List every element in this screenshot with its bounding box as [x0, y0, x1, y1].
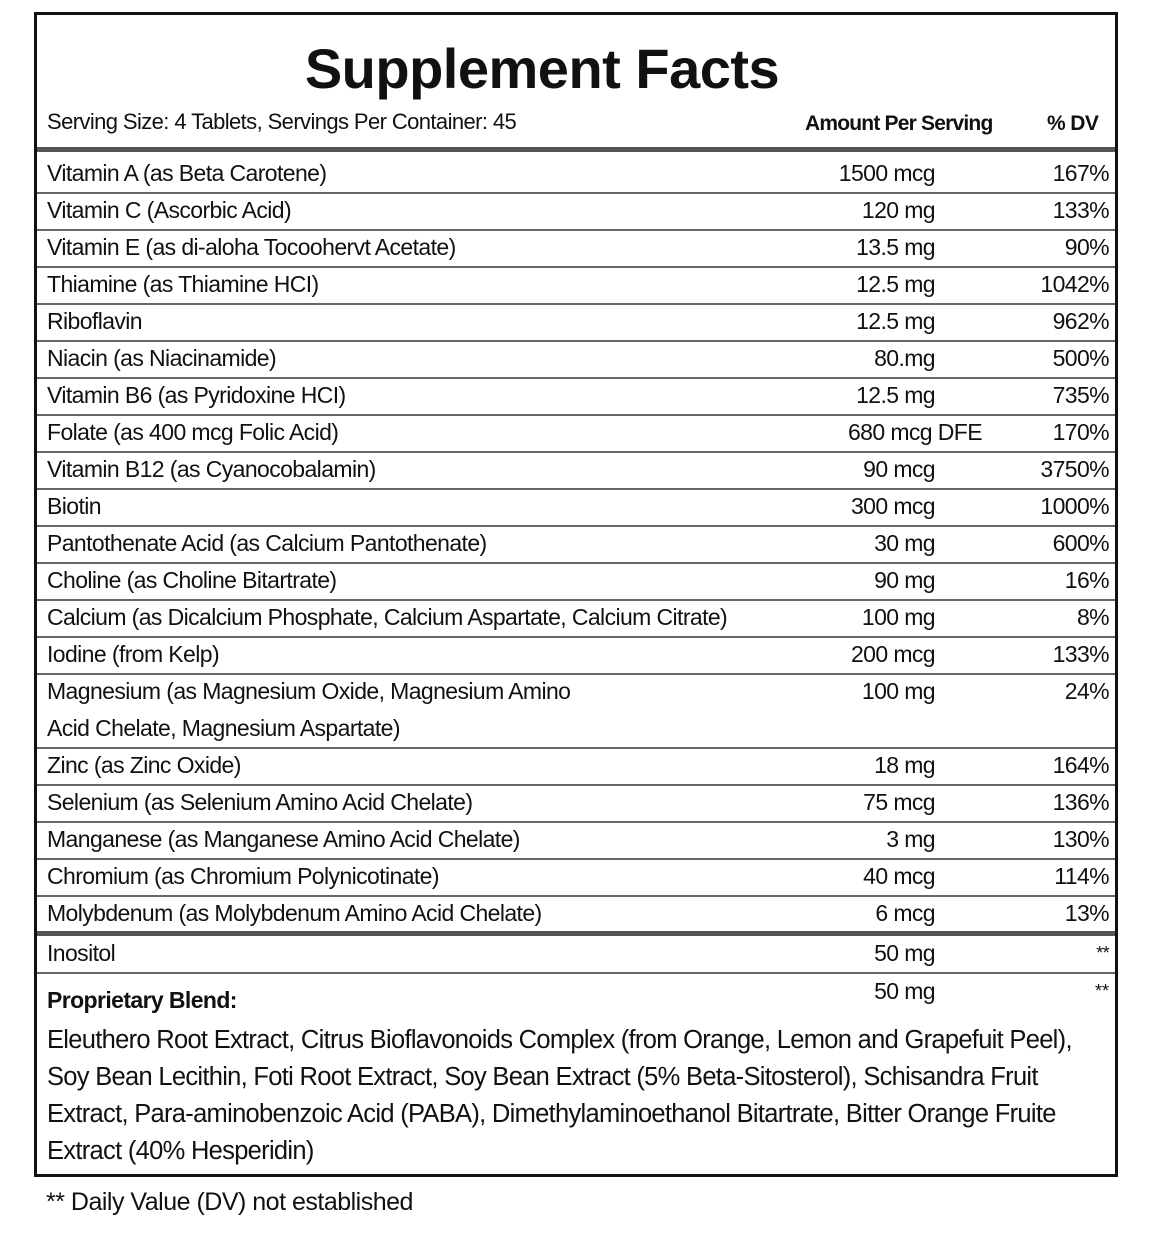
nutrient-amount: 18 mg	[874, 752, 936, 778]
row-divider	[37, 414, 1115, 416]
row-divider	[37, 451, 1115, 453]
nutrient-dv: 130%	[1052, 826, 1110, 852]
nutrient-amount: 12.5 mg	[856, 271, 936, 297]
row-divider	[37, 303, 1115, 305]
row-divider	[37, 895, 1115, 897]
nutrient-amount: 200 mcg	[850, 641, 936, 667]
nutrient-name: Folate (as 400 mcg Folic Acid)	[47, 419, 339, 445]
nutrient-name-line2: Acid Chelate, Magnesium Aspartate)	[47, 715, 401, 741]
blend-ingredients: Eleuthero Root Extract, Citrus Bioflavon…	[47, 1026, 1073, 1165]
nutrient-dv: **	[1096, 943, 1109, 963]
nutrient-amount: 80.mg	[874, 345, 936, 371]
nutrient-dv: 114%	[1054, 863, 1109, 889]
nutrient-name: Vitamin C (Ascorbic Acid)	[47, 197, 292, 223]
nutrient-amount: 30 mg	[874, 530, 936, 556]
blend-amount: 50 mg	[874, 978, 936, 1004]
nutrient-name: Vitamin B12 (as Cyanocobalamin)	[47, 456, 376, 482]
nutrient-dv: 133%	[1052, 641, 1110, 667]
supplement-facts-panel: Supplement Facts Serving Size: 4 Tablets…	[34, 12, 1118, 1177]
row-divider	[37, 192, 1115, 194]
nutrient-name: Riboflavin	[47, 308, 143, 334]
row-divider	[37, 821, 1115, 823]
nutrient-dv: 90%	[1064, 234, 1110, 260]
nutrient-name: Manganese (as Manganese Amino Acid Chela…	[47, 826, 520, 852]
nutrient-name: Inositol	[47, 940, 116, 966]
nutrient-amount: 75 mcg	[863, 789, 935, 815]
serving-info: Serving Size: 4 Tablets, Servings Per Co…	[47, 109, 517, 134]
nutrient-dv: 962%	[1052, 308, 1110, 334]
nutrient-name: Chromium (as Chromium Polynicotinate)	[47, 863, 440, 889]
dv-column-header: % DV	[1047, 112, 1099, 135]
nutrient-dv: 1000%	[1040, 493, 1109, 519]
nutrient-dv: 133%	[1052, 197, 1110, 223]
panel-title: Supplement Facts	[304, 37, 780, 100]
nutrient-dv: 164%	[1052, 752, 1110, 778]
nutrient-dv: 735%	[1052, 382, 1110, 408]
row-divider	[37, 340, 1115, 342]
row-divider	[37, 266, 1115, 268]
row-divider	[37, 747, 1115, 749]
nutrient-dv: 136%	[1052, 789, 1110, 815]
nutrient-dv: 500%	[1052, 345, 1110, 371]
header-divider	[37, 147, 1115, 152]
nutrient-amount: 12.5 mg	[856, 308, 936, 334]
footnote: ** Daily Value (DV) not established	[46, 1188, 413, 1216]
nutrient-name: Calcium (as Dicalcium Phosphate, Calcium…	[47, 604, 728, 630]
nutrient-dv: 8%	[1076, 604, 1110, 630]
nutrient-amount: 50 mg	[874, 940, 936, 966]
nutrient-amount: 12.5 mg	[856, 382, 936, 408]
nutrient-amount: 120 mg	[861, 197, 936, 223]
nutrient-name: Thiamine (as Thiamine HCI)	[47, 271, 319, 297]
nutrient-dv: 1042%	[1040, 271, 1109, 297]
row-divider	[37, 784, 1115, 786]
nutrient-amount: 13.5 mg	[856, 234, 936, 260]
nutrient-amount: 90 mcg	[863, 456, 935, 482]
row-divider	[37, 599, 1115, 601]
row-divider	[37, 229, 1115, 231]
nutrient-dv: 170%	[1052, 419, 1110, 445]
nutrient-name: Niacin (as Niacinamide)	[47, 345, 277, 371]
nutrient-dv: 167%	[1052, 160, 1110, 186]
blend-title: Proprietary Blend:	[47, 987, 237, 1013]
nutrient-dv: 3750%	[1040, 456, 1109, 482]
nutrient-dv: 24%	[1064, 678, 1110, 704]
nutrient-amount: 680 mcg DFE	[847, 419, 983, 445]
nutrient-name: Magnesium (as Magnesium Oxide, Magnesium…	[47, 678, 571, 704]
nutrient-amount: 300 mcg	[850, 493, 936, 519]
nutrient-amount: 90 mg	[874, 567, 936, 593]
nutrient-name: Vitamin A (as Beta Carotene)	[47, 160, 327, 186]
row-divider	[37, 972, 1115, 974]
nutrient-name: Iodine (from Kelp)	[47, 641, 220, 667]
nutrient-amount: 100 mg	[861, 604, 936, 630]
nutrient-name: Selenium (as Selenium Amino Acid Chelate…	[47, 789, 473, 815]
row-divider	[37, 562, 1115, 564]
section-divider	[37, 931, 1115, 936]
row-divider	[37, 673, 1115, 675]
row-divider	[37, 377, 1115, 379]
nutrient-name: Choline (as Choline Bitartrate)	[47, 567, 337, 593]
nutrient-name: Molybdenum (as Molybdenum Amino Acid Che…	[47, 900, 542, 926]
nutrient-amount: 100 mg	[861, 678, 936, 704]
nutrient-name: Vitamin E (as di-aloha Tocoohervt Acetat…	[47, 234, 456, 260]
nutrient-amount: 6 mcg	[875, 900, 935, 926]
row-divider	[37, 636, 1115, 638]
nutrient-name: Vitamin B6 (as Pyridoxine HCI)	[47, 382, 346, 408]
blend-dv: **	[1094, 981, 1109, 1001]
nutrient-dv: 16%	[1064, 567, 1110, 593]
row-divider	[37, 858, 1115, 860]
nutrient-amount: 1500 mcg	[838, 160, 936, 186]
row-divider	[37, 525, 1115, 527]
nutrient-name: Biotin	[47, 493, 102, 519]
amount-column-header: Amount Per Serving	[805, 112, 993, 135]
nutrient-amount: 3 mg	[886, 826, 935, 852]
nutrient-dv: 13%	[1064, 900, 1110, 926]
nutrient-amount: 40 mcg	[863, 863, 935, 889]
nutrient-dv: 600%	[1052, 530, 1110, 556]
nutrient-name: Pantothenate Acid (as Calcium Pantothena…	[47, 530, 487, 556]
nutrient-name: Zinc (as Zinc Oxide)	[47, 752, 241, 778]
row-divider	[37, 488, 1115, 490]
